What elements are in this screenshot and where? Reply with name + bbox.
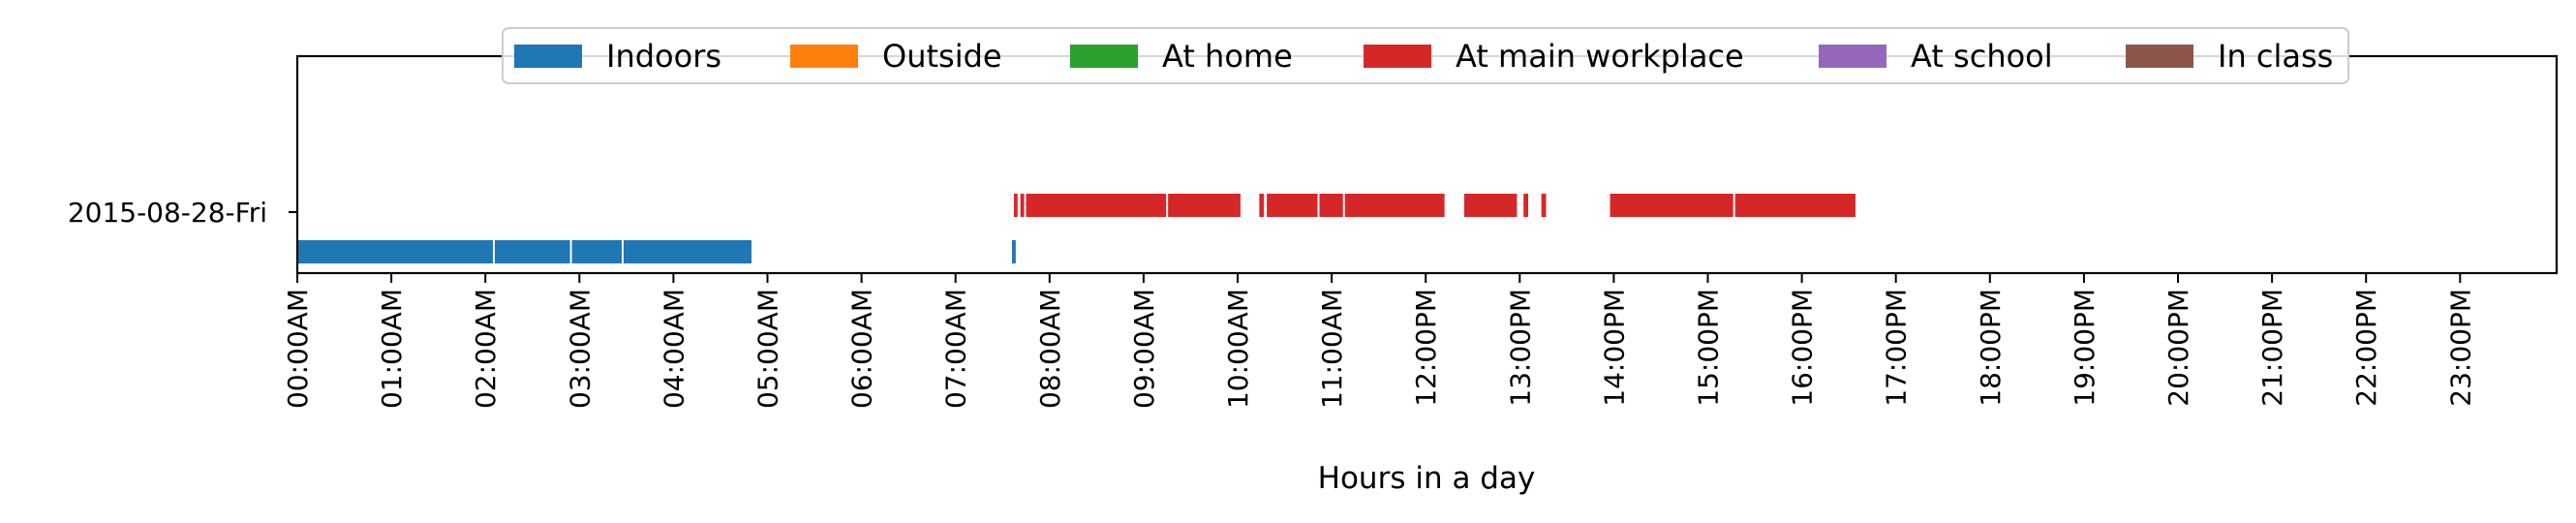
interval-bar <box>1610 194 1733 217</box>
x-tick-label: 20:00PM <box>2162 289 2194 407</box>
x-tick-label: 19:00PM <box>2069 289 2101 407</box>
legend-label: At school <box>1911 38 2053 75</box>
x-tick-label: 02:00AM <box>470 289 502 409</box>
legend-swatch <box>790 45 858 68</box>
x-tick-label: 12:00PM <box>1410 289 1442 407</box>
legend-label: Outside <box>882 38 1002 75</box>
x-tick-label: 18:00PM <box>1975 289 2007 407</box>
y-axis: 2015-08-28-Fri <box>68 197 297 229</box>
legend-label: In class <box>2218 38 2333 75</box>
x-tick-label: 05:00AM <box>752 289 784 409</box>
legend-swatch <box>1070 45 1138 68</box>
x-tick-label: 23:00PM <box>2444 289 2476 407</box>
x-tick-label: 13:00PM <box>1504 289 1536 407</box>
x-tick-label: 09:00AM <box>1128 289 1160 409</box>
x-tick-label: 17:00PM <box>1881 289 1913 407</box>
legend-swatch <box>514 45 582 68</box>
x-axis-label: Hours in a day <box>1318 461 1536 496</box>
interval-bar <box>1344 194 1445 217</box>
interval-bar <box>1020 194 1025 217</box>
x-tick-label: 14:00PM <box>1598 289 1630 407</box>
x-tick-label: 10:00AM <box>1222 289 1254 409</box>
interval-bar <box>297 240 493 263</box>
legend-swatch <box>1364 45 1431 68</box>
interval-bar <box>1319 194 1343 217</box>
x-tick-label: 22:00PM <box>2350 289 2382 407</box>
legend-swatch <box>1819 45 1886 68</box>
interval-bar <box>1026 194 1167 217</box>
x-tick-label: 06:00AM <box>846 289 878 409</box>
x-tick-label: 16:00PM <box>1787 289 1819 407</box>
y-tick-label: 2015-08-28-Fri <box>68 197 267 229</box>
x-tick-label: 11:00AM <box>1316 289 1348 409</box>
interval-bar <box>1011 240 1016 263</box>
interval-bar <box>1168 194 1241 217</box>
legend-swatch <box>2126 45 2193 68</box>
x-tick-label: 01:00AM <box>376 289 408 409</box>
x-tick-label: 00:00AM <box>282 289 314 409</box>
ticks-layer: 00:00AM 01:00AM 02:00AM 03:00AM 04:00AM 05:00… <box>282 273 2476 409</box>
interval-bar <box>1464 194 1518 217</box>
x-tick-label: 04:00AM <box>658 289 690 409</box>
bars-layer <box>297 194 1855 263</box>
interval-bar <box>1259 194 1265 217</box>
legend-label: At main workplace <box>1456 38 1744 75</box>
x-tick-label: 03:00AM <box>564 289 596 409</box>
interval-bar <box>1013 194 1018 217</box>
x-tick-label: 15:00PM <box>1693 289 1725 407</box>
interval-bar <box>623 240 751 263</box>
x-tick-label: 21:00PM <box>2256 289 2288 407</box>
interval-bar <box>1523 194 1529 217</box>
interval-bar <box>1267 194 1318 217</box>
interval-bar <box>1541 194 1547 217</box>
interval-bar <box>494 240 570 263</box>
interval-bar <box>1734 194 1855 217</box>
interval-bar <box>571 240 622 263</box>
legend: Indoors Outside At home At main workplace At… <box>502 27 2349 84</box>
legend-label: At home <box>1162 38 1293 75</box>
legend-label: Indoors <box>606 38 721 75</box>
x-tick-label: 08:00AM <box>1034 289 1066 409</box>
x-tick-label: 07:00AM <box>940 289 972 409</box>
